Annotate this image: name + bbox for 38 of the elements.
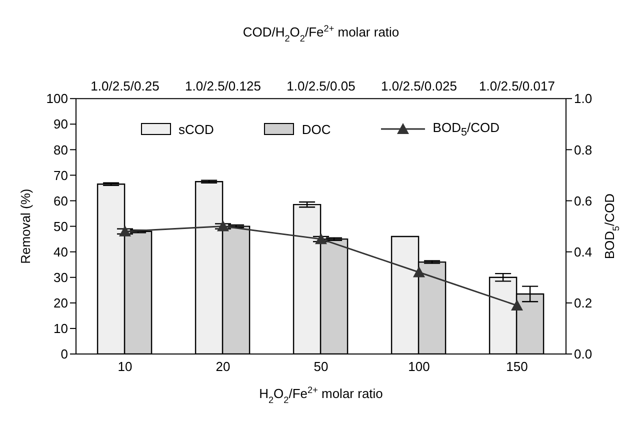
y2-tick-label: 0.0: [574, 346, 592, 362]
y2-tick-label: 0.4: [574, 244, 592, 260]
y-tick-label: 0: [60, 346, 68, 362]
x-tick-label: 10: [118, 359, 132, 374]
point: [119, 225, 131, 236]
text: 1.0/2.5/0.025: [381, 78, 457, 94]
y-tick-label: 70: [54, 168, 68, 183]
x-tick-label: 100: [408, 359, 430, 374]
legend-label: sCOD: [178, 122, 214, 137]
x-axis-title: H$_{2}$O$_{2}$/Fe$^{2+}$ molar ratio: [259, 385, 383, 405]
y-tick-label: 50: [54, 218, 68, 234]
text: 1.0/2.5/0.05: [286, 78, 356, 94]
legend-label: DOC: [302, 122, 331, 137]
y-tick-label: 40: [54, 244, 68, 260]
y-tick-label: 100: [46, 91, 68, 106]
y2-tick-label: 0.8: [574, 142, 592, 158]
point: [217, 220, 229, 232]
y-tick-label: 10: [54, 321, 68, 336]
text: 1.0/2.5/0.017: [479, 78, 555, 94]
x-tick-label: 20: [216, 359, 230, 374]
y-tick-label: 60: [54, 193, 68, 208]
y2-tick-label: 1.0: [574, 91, 592, 106]
y-tick-label: 20: [54, 296, 68, 311]
y-tick-label: 30: [54, 270, 68, 285]
y2-tick-label: 0.6: [574, 193, 592, 208]
y-axis-title: Removal (%): [18, 188, 33, 264]
y-tick-label: 90: [54, 116, 68, 132]
point: [511, 299, 523, 310]
x-tick-label: 150: [506, 359, 528, 374]
point: [315, 233, 327, 244]
x2-axis-title: COD/H$_{2}$O$_{2}$/Fe$^{2+}$ molar ratio: [242, 24, 400, 44]
legend-label: BOD$_{5}$/COD: [432, 120, 500, 139]
x-tick-label: 50: [314, 359, 328, 374]
point: [413, 266, 425, 278]
y2-tick-label: 0.2: [574, 296, 592, 311]
text: 1.0/2.5/0.125: [185, 78, 261, 94]
text: 1.0/2.5/0.25: [90, 78, 160, 94]
y-tick-label: 80: [54, 142, 68, 158]
